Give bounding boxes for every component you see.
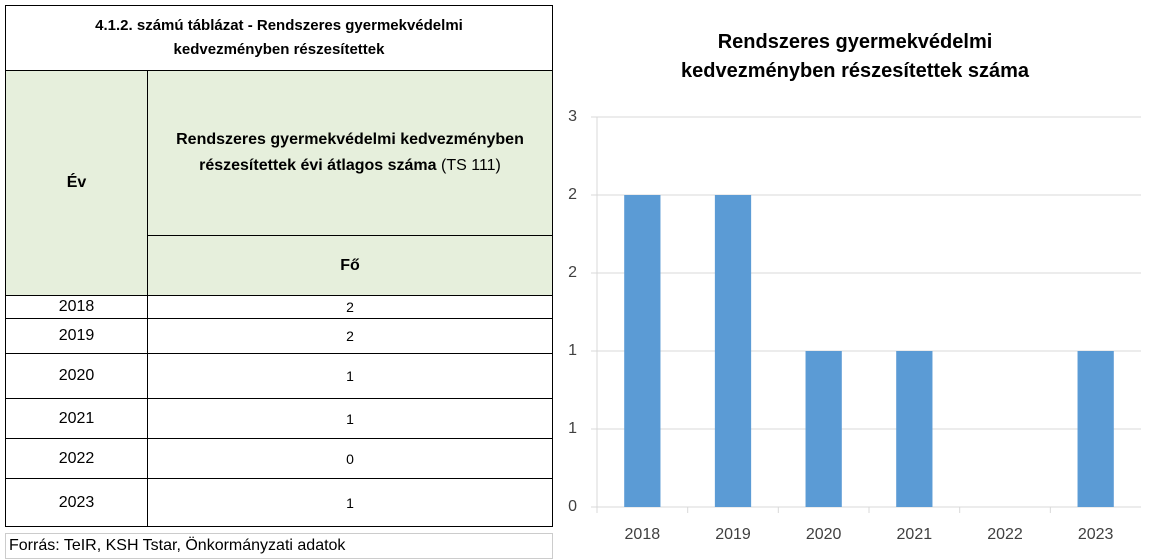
- year-cell: 2023: [5, 478, 148, 527]
- x-tick-label: 2018: [625, 526, 661, 543]
- x-tick-label: 2019: [715, 526, 751, 543]
- y-tick-label: 2: [568, 264, 577, 281]
- x-tick-label: 2021: [897, 526, 933, 543]
- source-note: Forrás: TeIR, KSH Tstar, Önkormányzati a…: [5, 533, 553, 559]
- header-note: (TS 111): [441, 157, 501, 174]
- x-tick-label: 2022: [987, 526, 1023, 543]
- year-cell: 2021: [5, 398, 148, 439]
- y-tick-label: 0: [568, 498, 577, 515]
- table-title: 4.1.2. számú táblázat - Rendszeres gyerm…: [5, 5, 553, 71]
- y-tick-label: 2: [568, 186, 577, 203]
- data-table: 4.1.2. számú táblázat - Rendszeres gyerm…: [5, 5, 553, 527]
- unit-header: Fő: [147, 235, 553, 296]
- bar: [1077, 351, 1114, 507]
- value-cell: 1: [147, 478, 553, 527]
- x-tick-label: 2023: [1078, 526, 1114, 543]
- y-tick-label: 1: [568, 342, 577, 359]
- y-tick-label: 3: [568, 108, 577, 125]
- year-cell: 2022: [5, 438, 148, 479]
- x-tick-label: 2020: [806, 526, 842, 543]
- chart-title: Rendszeres gyermekvédelmi kedvezményben …: [681, 31, 1029, 82]
- table-row: 2023 1: [5, 478, 553, 527]
- header-text: Rendszeres gyermekvédelmi kedvezményben …: [176, 131, 524, 174]
- bar: [714, 195, 752, 507]
- y-tick-label: 1: [568, 420, 577, 437]
- bar: [624, 195, 661, 507]
- bar: [896, 351, 933, 507]
- bar: [805, 351, 842, 507]
- col-value-header: Rendszeres gyermekvédelmi kedvezményben …: [147, 70, 553, 236]
- value-cell: 1: [147, 353, 553, 399]
- table-row: 2019 2: [5, 318, 553, 354]
